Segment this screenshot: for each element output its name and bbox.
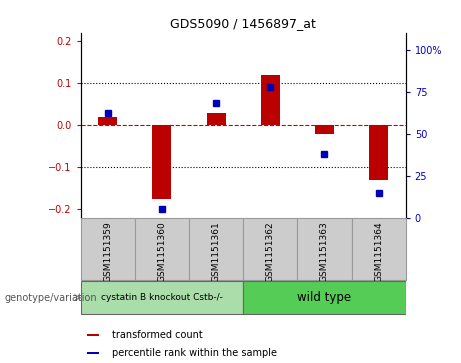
- Text: percentile rank within the sample: percentile rank within the sample: [112, 348, 277, 358]
- Bar: [189, 218, 243, 280]
- Bar: [87, 334, 99, 336]
- Bar: [315, 125, 334, 134]
- Bar: [369, 125, 388, 180]
- Bar: [98, 117, 117, 125]
- Text: GSM1151360: GSM1151360: [157, 221, 166, 282]
- Bar: [243, 218, 297, 280]
- Bar: [153, 125, 171, 199]
- Text: GSM1151361: GSM1151361: [212, 221, 221, 282]
- Text: genotype/variation: genotype/variation: [5, 293, 97, 303]
- Text: GSM1151364: GSM1151364: [374, 221, 383, 282]
- Text: GSM1151363: GSM1151363: [320, 221, 329, 282]
- Bar: [87, 352, 99, 354]
- Text: GSM1151362: GSM1151362: [266, 221, 275, 282]
- Bar: [81, 218, 135, 280]
- Bar: [261, 75, 280, 125]
- Title: GDS5090 / 1456897_at: GDS5090 / 1456897_at: [170, 17, 316, 30]
- Bar: [207, 113, 225, 125]
- Bar: [81, 281, 243, 314]
- Bar: [297, 218, 352, 280]
- Bar: [135, 218, 189, 280]
- Text: cystatin B knockout Cstb-/-: cystatin B knockout Cstb-/-: [101, 293, 223, 302]
- Bar: [352, 218, 406, 280]
- Text: GSM1151359: GSM1151359: [103, 221, 112, 282]
- Text: wild type: wild type: [297, 291, 351, 304]
- Text: transformed count: transformed count: [112, 330, 203, 340]
- Bar: [243, 281, 406, 314]
